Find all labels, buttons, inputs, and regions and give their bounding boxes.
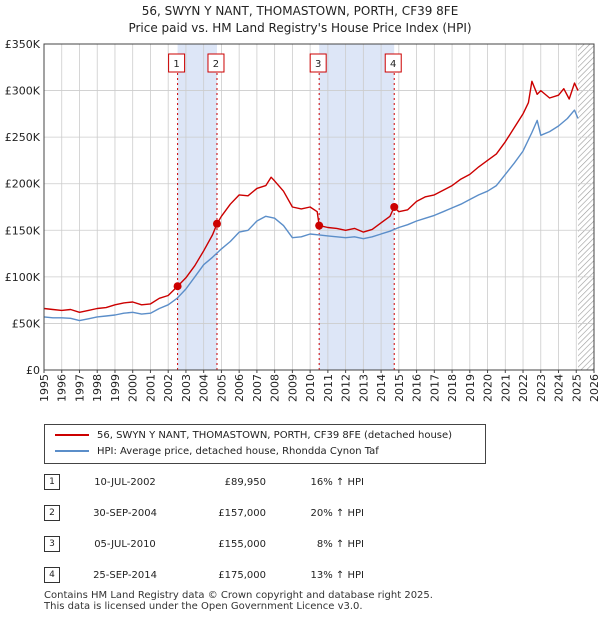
y-tick-label: £100K <box>5 271 41 284</box>
ownership-shade <box>177 44 217 370</box>
x-tick-label: 1998 <box>91 374 104 402</box>
y-tick-label: £0 <box>26 364 40 377</box>
sale-number: 2 <box>44 505 60 521</box>
sale-date: 10-JUL-2002 <box>94 477 156 488</box>
legend-label-hpi: HPI: Average price, detached house, Rhon… <box>97 446 379 457</box>
sale-row: 4 25-SEP-2014 £175,000 13% ↑ HPI <box>44 567 464 585</box>
x-tick-label: 1996 <box>56 374 69 402</box>
sale-hpi-change: 13% ↑ HPI <box>310 570 364 581</box>
legend: 56, SWYN Y NANT, THOMASTOWN, PORTH, CF39… <box>44 424 486 464</box>
x-tick-label: 2011 <box>322 374 335 402</box>
x-tick-label: 2021 <box>499 374 512 402</box>
sale-hpi-change: 16% ↑ HPI <box>310 477 364 488</box>
plot-frame <box>43 43 595 371</box>
x-tick-label: 2003 <box>180 374 193 402</box>
x-tick-label: 2016 <box>411 374 424 402</box>
x-tick-label: 2014 <box>375 374 388 402</box>
x-tick-label: 2002 <box>162 374 175 402</box>
y-tick-label: £300K <box>5 85 41 98</box>
sale-date: 05-JUL-2010 <box>94 539 156 550</box>
sale-row: 2 30-SEP-2004 £157,000 20% ↑ HPI <box>44 505 464 523</box>
x-tick-label: 2026 <box>588 374 600 402</box>
x-tick-label: 2023 <box>535 374 548 402</box>
sale-number: 4 <box>44 567 60 583</box>
x-tick-label: 2024 <box>553 374 566 402</box>
y-tick-label: £150K <box>5 224 41 237</box>
plot-area: 1 2 3 4 £0 £50K £100K £150K £200K £250K £300K £350K… <box>5 38 600 402</box>
chart-title: 56, SWYN Y NANT, THOMASTOWN, PORTH, CF39… <box>142 4 459 18</box>
legend-swatch-property <box>55 434 89 436</box>
sale-hpi-change: 8% ↑ HPI <box>316 539 364 550</box>
sale-marker-box <box>309 53 327 73</box>
y-tick-label: £200K <box>5 178 41 191</box>
x-tick-label: 2020 <box>482 374 495 402</box>
footer: Contains HM Land Registry data © Crown c… <box>44 590 433 612</box>
x-tick-label: 2017 <box>428 374 441 402</box>
y-tick-label: £250K <box>5 131 41 144</box>
x-tick-label: 2001 <box>144 374 157 402</box>
x-tick-label: 2022 <box>517 374 530 402</box>
x-tick-label: 2018 <box>446 374 459 402</box>
sale-point <box>315 221 324 230</box>
ownership-shade <box>319 44 395 370</box>
sale-number: 1 <box>44 474 60 490</box>
sale-marker-box <box>168 53 186 73</box>
x-tick-label: 2000 <box>127 374 140 402</box>
y-tick-label: £350K <box>5 38 41 51</box>
price-chart: 56, SWYN Y NANT, THOMASTOWN, PORTH, CF39… <box>5 4 600 402</box>
sale-hpi-change: 20% ↑ HPI <box>310 508 364 519</box>
legend-item-property: 56, SWYN Y NANT, THOMASTOWN, PORTH, CF39… <box>55 428 452 444</box>
x-tick-label: 2004 <box>198 374 211 402</box>
sale-row: 1 10-JUL-2002 £89,950 16% ↑ HPI <box>44 474 464 492</box>
sale-point <box>212 219 221 228</box>
sale-marker-box <box>384 53 402 73</box>
x-tick-label: 2008 <box>269 374 282 402</box>
x-tick-label: 1999 <box>109 374 122 402</box>
sale-row: 3 05-JUL-2010 £155,000 8% ↑ HPI <box>44 536 464 554</box>
legend-swatch-hpi <box>55 450 89 452</box>
sale-point <box>390 203 399 211</box>
sale-point <box>173 282 182 291</box>
hpi-line <box>43 109 579 322</box>
sale-marker-label: 4 <box>390 59 396 70</box>
x-tick-label: 2010 <box>304 374 317 402</box>
legend-item-hpi: HPI: Average price, detached house, Rhon… <box>55 444 379 460</box>
x-tick-label: 2015 <box>393 374 406 402</box>
sale-date: 30-SEP-2004 <box>93 508 157 519</box>
x-tick-label: 2025 <box>570 374 583 402</box>
sale-number: 3 <box>44 536 60 552</box>
sale-marker-label: 2 <box>213 59 219 70</box>
x-tick-label: 2005 <box>215 374 228 402</box>
x-tick-label: 1997 <box>73 374 86 402</box>
future-hatch <box>578 44 594 370</box>
sale-marker-label: 3 <box>315 59 321 70</box>
footer-licence: This data is licensed under the Open Gov… <box>44 601 363 612</box>
footer-copyright: Contains HM Land Registry data © Crown c… <box>44 590 433 601</box>
sale-price: £157,000 <box>218 508 266 519</box>
sale-price: £155,000 <box>218 539 266 550</box>
x-tick-label: 2006 <box>233 374 246 402</box>
chart-subtitle: Price paid vs. HM Land Registry's House … <box>128 21 471 35</box>
x-tick-label: 1995 <box>38 374 51 402</box>
legend-label-property: 56, SWYN Y NANT, THOMASTOWN, PORTH, CF39… <box>97 430 453 441</box>
sale-price: £175,000 <box>218 570 266 581</box>
sale-marker-label: 1 <box>173 59 179 70</box>
x-tick-label: 2013 <box>357 374 370 402</box>
x-tick-label: 2019 <box>464 374 477 402</box>
y-tick-label: £50K <box>12 317 41 330</box>
plot-background <box>44 44 594 370</box>
x-tick-label: 2009 <box>286 374 299 402</box>
sale-price: £89,950 <box>224 477 266 488</box>
x-tick-label: 2007 <box>251 374 264 402</box>
sale-marker-box <box>207 53 225 73</box>
x-tick-label: 2012 <box>340 374 353 402</box>
sale-date: 25-SEP-2014 <box>93 570 157 581</box>
